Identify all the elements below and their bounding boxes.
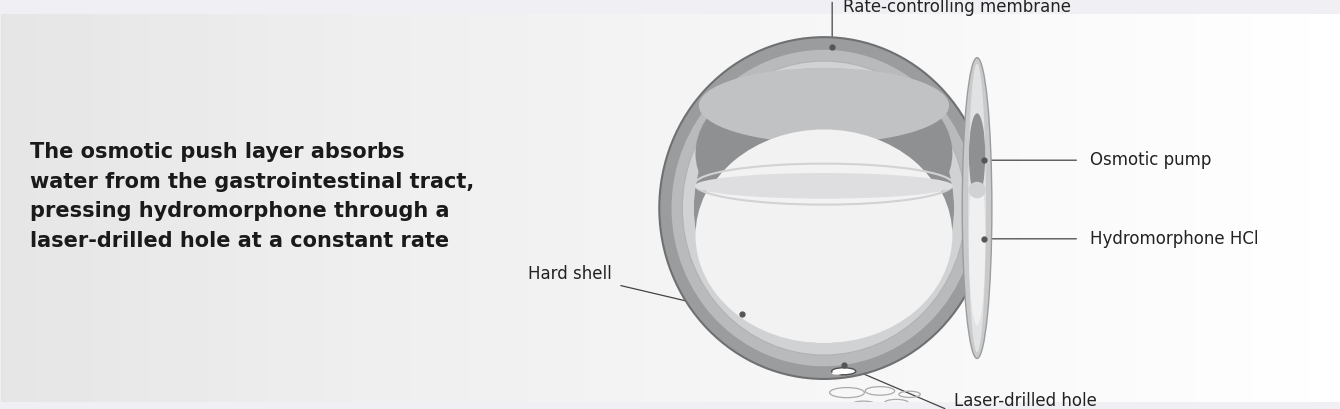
Ellipse shape: [695, 68, 953, 239]
Ellipse shape: [969, 182, 986, 198]
Ellipse shape: [695, 128, 953, 343]
Ellipse shape: [694, 73, 954, 343]
Ellipse shape: [659, 37, 989, 379]
Ellipse shape: [682, 61, 966, 355]
Ellipse shape: [698, 68, 949, 143]
Ellipse shape: [694, 173, 953, 199]
Circle shape: [832, 372, 843, 375]
Ellipse shape: [969, 64, 986, 353]
Circle shape: [832, 368, 856, 375]
Ellipse shape: [671, 49, 977, 367]
Text: Rate-controlling membrane: Rate-controlling membrane: [843, 0, 1071, 16]
Ellipse shape: [697, 129, 950, 342]
Text: Hard shell: Hard shell: [528, 265, 611, 283]
Ellipse shape: [969, 157, 985, 326]
Text: Laser-drilled hole: Laser-drilled hole: [954, 392, 1097, 409]
Ellipse shape: [962, 58, 992, 358]
Text: Osmotic pump: Osmotic pump: [1089, 151, 1211, 169]
Text: Hydromorphone HCl: Hydromorphone HCl: [1089, 230, 1258, 248]
Ellipse shape: [694, 73, 954, 343]
Ellipse shape: [969, 113, 985, 198]
Text: The osmotic push layer absorbs
water from the gastrointestinal tract,
pressing h: The osmotic push layer absorbs water fro…: [29, 142, 474, 251]
